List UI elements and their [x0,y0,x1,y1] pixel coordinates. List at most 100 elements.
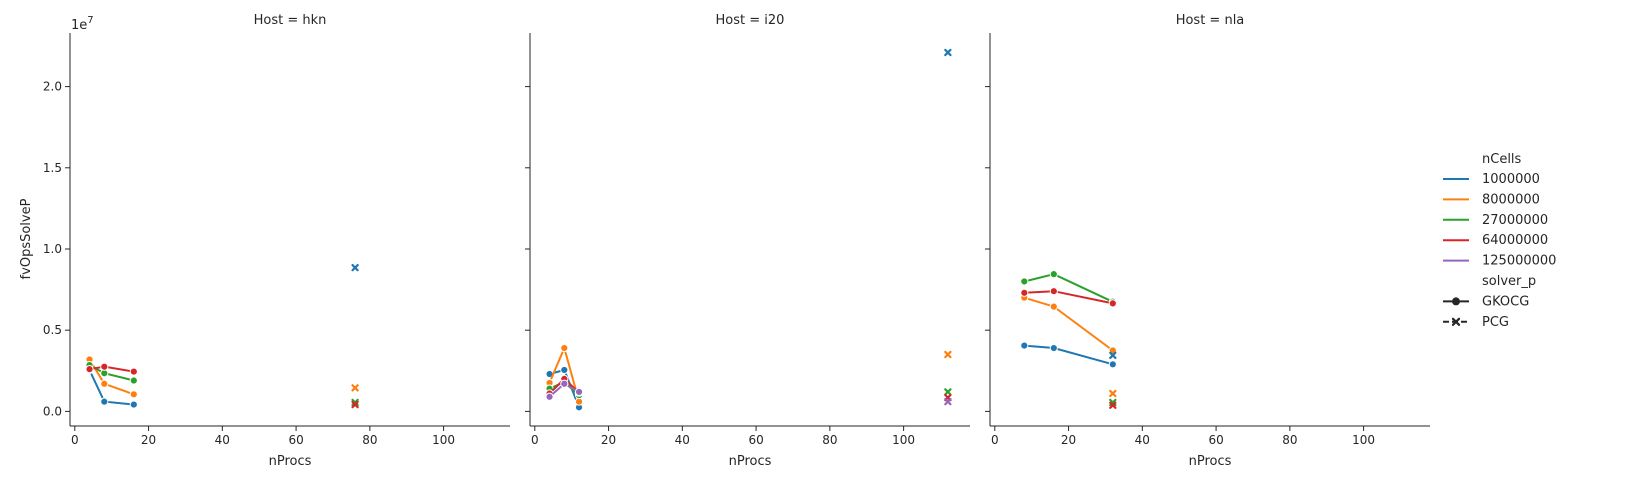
data-point [1020,277,1029,286]
legend-hue-title: nCells [1482,152,1522,167]
x-tick-label: 60 [288,433,303,447]
series-125000000-GKOCG [545,379,584,401]
data-point [1109,389,1117,398]
series-8000000-PCG [1109,389,1117,398]
legend-label: 125000000 [1482,254,1556,269]
data-point [1020,341,1029,350]
legend: nCells 1000000 8000000 27000000 64000000 1250… [1443,152,1556,330]
data-point [560,379,569,388]
facet-panel-hkn: Host = hkn 0 20 40 60 80 100 0.0 0.5 1.0 1.5 2.0 nPr… [43,13,510,469]
x-tick-label: 40 [675,433,690,447]
series-line [88,358,135,396]
x-tick-label: 80 [1282,433,1297,447]
x-tick-label: 100 [1352,433,1375,447]
legend-label: 64000000 [1482,233,1548,248]
data-point [574,387,584,396]
x-marker-stroke [944,350,952,359]
data-point [560,343,569,353]
y-tick-label: 1.0 [43,242,62,256]
series-line [1024,273,1114,303]
x-tick-label: 0 [991,433,999,447]
legend-entry-27000000: 27000000 [1443,213,1548,228]
facet-title: Host = nla [1176,13,1245,28]
legend-label: PCG [1482,315,1509,330]
legend-entry-125000000: 125000000 [1443,254,1556,269]
y-axis-label: fvOpsSolveP [19,198,34,279]
data-point [1049,302,1058,311]
legend-entry-GKOCG: GKOCG [1443,294,1529,309]
x-tick-label: 0 [531,433,539,447]
y-axis-offset-text: 1e7 [71,15,94,33]
x-marker-stroke [944,397,952,406]
series-8000000-GKOCG [1020,293,1117,355]
x-marker-stroke [1109,351,1117,360]
series-8000000-PCG [351,384,359,392]
data-point [1049,287,1058,296]
series-1000000-PCG [1109,351,1117,360]
x-tick-label: 80 [822,433,837,447]
data-point [545,392,554,401]
data-point [944,48,952,57]
series-1000000-GKOCG [1020,341,1117,369]
series-64000000-GKOCG [85,362,138,376]
data-point [1049,343,1058,353]
series-64000000-GKOCG [1020,287,1117,308]
x-marker-stroke [351,384,359,392]
x-marker-stroke [1451,317,1461,326]
x-tick-label: 80 [362,433,377,447]
x-marker-stroke [944,48,952,57]
data-point [1049,270,1058,279]
x-tick-label: 0 [71,433,79,447]
x-tick-label: 40 [215,433,230,447]
legend-entry-64000000: 64000000 [1443,233,1548,248]
data-point [351,263,359,272]
x-axis-label: nProcs [269,454,312,469]
data-point [1109,401,1117,409]
x-tick-label: 20 [601,433,616,447]
legend-style-title: solver_p [1482,274,1536,289]
data-point [129,400,138,409]
x-tick-label: 40 [1135,433,1150,447]
data-point [1108,299,1117,308]
x-axis-label: nProcs [1189,454,1232,469]
data-point [100,362,109,371]
facet-panels: Host = hkn 0 20 40 60 80 100 0.0 0.5 1.0 1.5 2.0 nPr… [43,13,1430,469]
legend-label: 1000000 [1482,172,1540,187]
x-tick-label: 20 [1061,433,1076,447]
y-tick-label: 0.0 [43,404,62,418]
facet-title: Host = i20 [716,13,785,28]
series-1000000-PCG [351,263,359,272]
x-tick-label: 60 [1208,433,1223,447]
series-line [1024,344,1114,366]
legend-entry-1000000: 1000000 [1443,172,1540,187]
legend-label: GKOCG [1482,294,1529,309]
legend-label: 8000000 [1482,192,1540,207]
y-tick-label: 0.5 [43,323,62,337]
data-point [100,379,109,388]
data-point [129,390,138,399]
data-point [85,365,94,374]
x-tick-label: 20 [141,433,156,447]
y-tick-label: 2.0 [43,80,62,94]
series-64000000-PCG [1109,401,1117,409]
x-tick-label: 100 [892,433,915,447]
data-point [944,388,952,396]
series-64000000-PCG [351,400,359,409]
data-point [129,376,138,385]
series-125000000-PCG [944,397,952,406]
data-point [129,367,138,376]
legend-marker [1452,297,1460,306]
x-marker-stroke [351,263,359,272]
y-tick-label: 1.5 [43,161,62,175]
x-marker-stroke [351,400,359,409]
legend-entry-8000000: 8000000 [1443,192,1540,207]
data-point [1020,288,1029,297]
data-point [1109,351,1117,360]
x-axis-label: nProcs [729,454,772,469]
data-point [1108,360,1117,369]
data-point [351,384,359,392]
legend-label: 27000000 [1482,213,1548,228]
facet-panel-nla: Host = nla 0 20 40 60 80 100 nProcs [985,13,1430,469]
y-axis: fvOpsSolveP 1e7 [19,15,94,279]
